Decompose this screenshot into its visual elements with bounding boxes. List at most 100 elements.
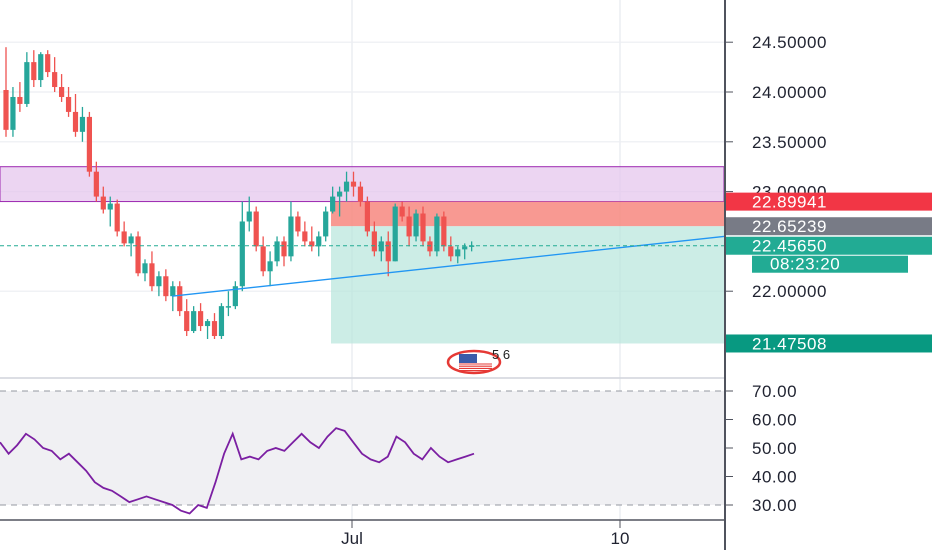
rsi-tick-label: 30.00 <box>752 496 797 515</box>
us-flag-event-icon[interactable] <box>446 349 502 375</box>
candle-body <box>170 286 176 297</box>
price-badge-label: 22.89941 <box>752 193 827 212</box>
candle-body <box>371 231 377 252</box>
candle-body <box>93 171 99 197</box>
candle-body <box>163 276 169 297</box>
time-axis[interactable]: Jul 10 <box>0 519 724 548</box>
candle-body <box>343 181 350 192</box>
candle-body <box>198 311 204 327</box>
countdown-label: 08:23:20 <box>770 255 840 274</box>
candle-body <box>79 116 86 132</box>
candle-body <box>86 116 92 172</box>
trendline <box>171 235 725 297</box>
time-tick-label: 10 <box>611 529 630 548</box>
candle-body <box>128 236 134 244</box>
candle-body <box>357 186 364 202</box>
price-badge <box>726 217 932 236</box>
candlestick-series <box>3 47 475 340</box>
stop-loss-zone <box>331 201 724 227</box>
rsi-band-fill <box>0 391 724 505</box>
candle-body <box>274 241 280 262</box>
candle-body <box>142 263 148 274</box>
candle-body <box>267 261 273 272</box>
candle-body <box>316 236 322 247</box>
candle-body <box>295 216 301 232</box>
price-badge-label: 21.47508 <box>752 334 827 353</box>
candle-body <box>441 216 447 247</box>
rsi-tick-label: 70.00 <box>752 382 797 401</box>
candle-body <box>420 213 426 242</box>
time-tick-label: Jul <box>341 529 363 548</box>
rsi-tick-label: 60.00 <box>752 411 797 430</box>
countdown-badge <box>752 255 908 273</box>
candle-body <box>239 221 245 287</box>
candle-body <box>17 96 23 104</box>
price-tick-label: 24.00000 <box>752 83 827 102</box>
candle-body <box>448 246 454 257</box>
candle-body <box>191 311 197 332</box>
rsi-pane: 70.00 60.00 50.00 40.00 30.00 <box>0 382 797 515</box>
rsi-tick-label: 50.00 <box>752 439 797 458</box>
candle-body <box>225 306 231 308</box>
candle-body <box>24 62 30 104</box>
candle-body <box>211 321 218 337</box>
candle-body <box>337 191 343 197</box>
candle-body <box>288 216 294 257</box>
candle-body <box>260 246 266 272</box>
candle-body <box>107 203 113 210</box>
candle-body <box>413 213 419 237</box>
flag-canton <box>459 354 477 363</box>
candle-body <box>253 211 259 247</box>
candle-body <box>281 241 287 257</box>
price-badge-label: 22.45650 <box>752 237 827 256</box>
candle-body <box>204 321 211 327</box>
candle-body <box>302 231 308 242</box>
candle-body <box>3 90 9 130</box>
candle-body <box>31 62 37 81</box>
price-badge <box>726 334 932 353</box>
candle-body <box>246 211 252 222</box>
candle-body <box>434 216 440 252</box>
candle-body <box>156 276 162 287</box>
candle-body <box>323 211 329 237</box>
rsi-tick-label: 40.00 <box>752 468 797 487</box>
chart-overlays <box>0 235 725 379</box>
candle-body <box>121 231 127 244</box>
price-tick-label: 22.00000 <box>752 282 827 301</box>
candle-body <box>406 216 412 237</box>
price-badge <box>726 236 932 255</box>
candle-body <box>114 203 120 232</box>
price-tick-label: 23.50000 <box>752 133 827 152</box>
candle-body <box>59 87 65 97</box>
candle-body <box>65 96 72 112</box>
candle-body <box>135 236 141 274</box>
candle-body <box>427 241 433 252</box>
candle-body <box>10 96 16 130</box>
candle-body <box>149 263 155 287</box>
candle-body <box>392 206 398 262</box>
candle-body <box>385 241 391 262</box>
candle-body <box>184 311 190 332</box>
candle-body <box>462 246 468 250</box>
candle-body <box>330 196 336 212</box>
candle-body <box>45 54 51 73</box>
rsi-line <box>0 427 475 515</box>
candle-body <box>52 72 58 88</box>
candle-body <box>309 241 315 247</box>
candle-body <box>364 201 370 232</box>
candle-body <box>378 241 384 252</box>
price-badge-label: 22.65239 <box>752 217 827 236</box>
candle-body <box>232 286 238 307</box>
candle-body <box>350 181 357 187</box>
candle-body <box>100 196 106 210</box>
candle-body <box>177 286 183 312</box>
event-marker[interactable]: 5 6 <box>446 347 510 375</box>
price-tick-label: 24.50000 <box>752 33 827 52</box>
candle-body <box>455 249 461 257</box>
price-badge <box>726 192 932 211</box>
candle-body <box>218 306 225 337</box>
candle-body <box>72 111 79 132</box>
